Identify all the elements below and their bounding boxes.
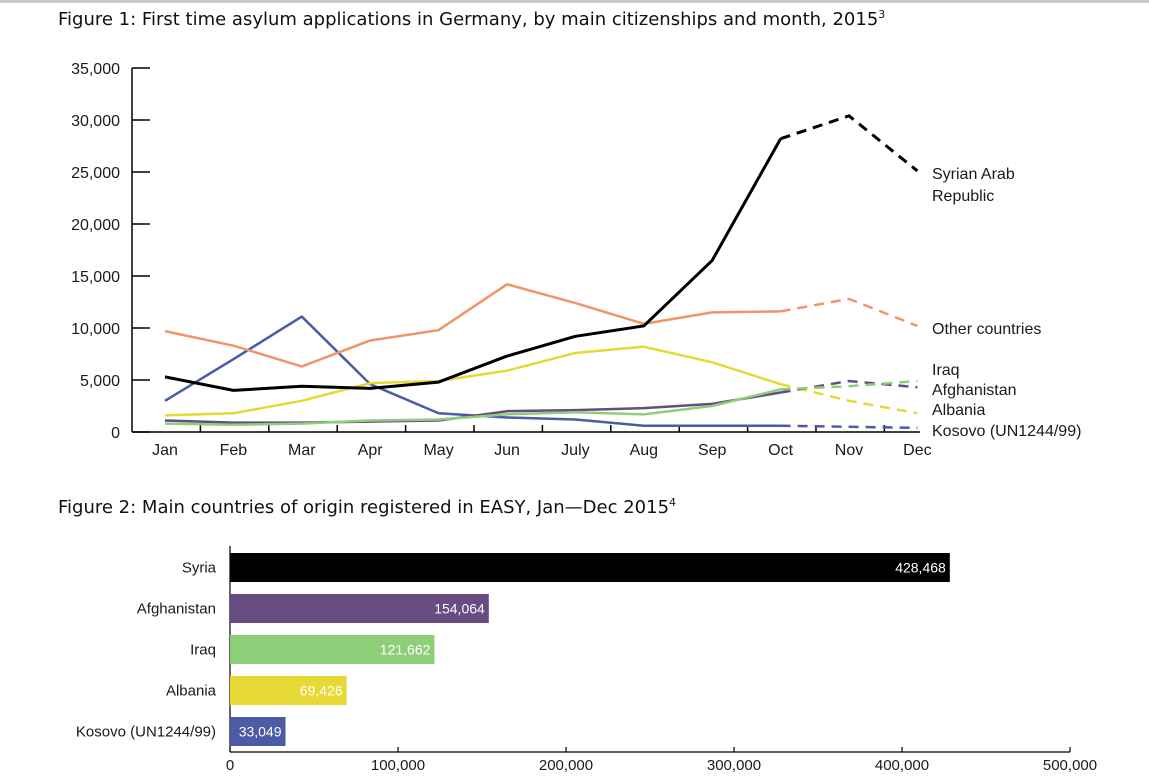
series-label: Iraq — [932, 362, 960, 379]
bar-category-label: Albania — [166, 683, 217, 700]
bar-value-label: 69,426 — [300, 683, 343, 699]
series-line-solid — [164, 388, 781, 426]
x-tick-label: Mar — [288, 442, 316, 459]
line-chart: 0 5,000 10,000 15,000 20,000 25,000 30,000 35,0… — [71, 61, 1081, 459]
y-tick-label: 10,000 — [71, 321, 120, 338]
figure1-title: Figure 1: First time asylum applications… — [58, 8, 886, 30]
x-tick-label: Aug — [630, 442, 658, 459]
figure2-title: Figure 2: Main countries of origin regis… — [58, 496, 677, 518]
bar-category-label: Syria — [182, 560, 217, 577]
x-tick-label: Apr — [358, 442, 384, 459]
series-line-solid — [164, 345, 781, 417]
series-label: Other countries — [932, 321, 1041, 338]
series-line-dashed — [780, 297, 918, 328]
bar-value-label: 428,468 — [895, 560, 946, 576]
x-tick-label: Nov — [835, 442, 863, 459]
x-tick-label: May — [423, 442, 453, 459]
bar-category-label: Iraq — [190, 642, 216, 659]
series-line-dashed — [780, 114, 919, 173]
y-tick-label: 30,000 — [71, 113, 120, 130]
x-tick-label: Jun — [494, 442, 520, 459]
bar-value-label: 154,064 — [434, 601, 485, 617]
y-tick-label: 20,000 — [71, 217, 120, 234]
bar — [230, 635, 435, 664]
figure1-footnote: 3 — [878, 8, 886, 21]
bar-x-tick-label: 400,000 — [875, 757, 929, 774]
series-line-solid — [164, 283, 781, 368]
x-tick-label: Sep — [698, 442, 727, 459]
bar-x-tick-label: 200,000 — [539, 757, 593, 774]
bar — [230, 676, 347, 705]
bar — [230, 594, 489, 623]
y-tick-label: 35,000 — [71, 61, 120, 78]
bar-x-tick-label: 300,000 — [707, 757, 761, 774]
x-tick-label: Dec — [903, 442, 931, 459]
y-tick-label: 5,000 — [80, 373, 120, 390]
x-tick-label: Jan — [152, 442, 178, 459]
series-label: Albania — [932, 402, 985, 419]
bar-value-label: 121,662 — [380, 642, 431, 658]
x-tick-label: July — [561, 442, 589, 459]
y-tick-label: 15,000 — [71, 269, 120, 286]
series-label: Republic — [932, 188, 994, 205]
series-label: Kosovo (UN1244/99) — [932, 423, 1081, 440]
figure2-footnote: 4 — [669, 496, 677, 509]
series-label: Syrian Arab — [932, 166, 1015, 183]
bar — [230, 553, 950, 582]
y-tick-label: 25,000 — [71, 165, 120, 182]
x-tick-label: Oct — [768, 442, 793, 459]
series-line-solid — [164, 137, 782, 392]
bar-value-label: 33,049 — [239, 724, 282, 740]
bar — [230, 717, 286, 746]
y-tick-label: 0 — [111, 425, 120, 442]
bar-x-tick-label: 0 — [226, 757, 234, 774]
x-tick-label: Feb — [220, 442, 248, 459]
bar-category-label: Kosovo (UN1244/99) — [76, 724, 216, 741]
series-line-dashed — [780, 424, 918, 430]
bar-category-label: Afghanistan — [137, 601, 216, 618]
bar-x-tick-label: 500,000 — [1043, 757, 1097, 774]
series-line-dashed — [780, 379, 918, 391]
top-rule — [0, 0, 1149, 3]
series-label: Afghanistan — [932, 382, 1017, 399]
bar-x-tick-label: 100,000 — [371, 757, 425, 774]
